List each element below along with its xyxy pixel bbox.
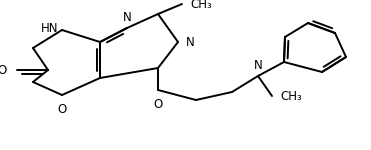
Text: HN: HN xyxy=(40,21,58,34)
Text: O: O xyxy=(58,103,67,116)
Text: N: N xyxy=(123,11,131,24)
Text: O: O xyxy=(153,98,162,111)
Text: N: N xyxy=(254,59,262,72)
Text: O: O xyxy=(0,63,7,76)
Text: CH₃: CH₃ xyxy=(280,90,302,102)
Text: CH₃: CH₃ xyxy=(190,0,212,11)
Text: N: N xyxy=(186,36,195,48)
